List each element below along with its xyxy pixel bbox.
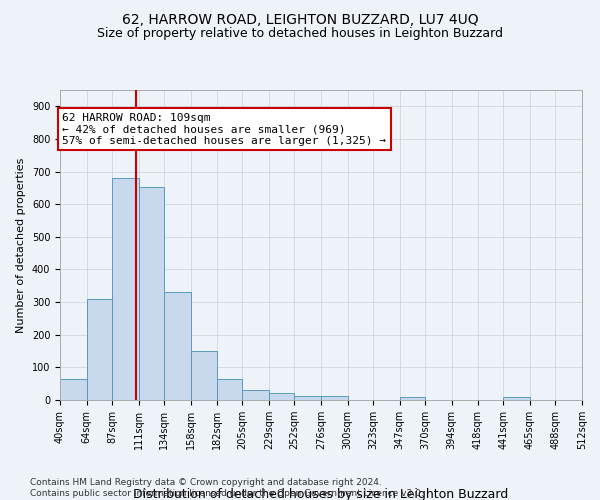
Bar — [191, 351, 217, 400]
Bar — [503, 398, 530, 400]
Bar — [242, 390, 269, 400]
Bar — [60, 380, 86, 400]
Bar — [139, 187, 164, 400]
Y-axis label: Number of detached properties: Number of detached properties — [16, 158, 26, 332]
Text: Contains HM Land Registry data © Crown copyright and database right 2024.
Contai: Contains HM Land Registry data © Crown c… — [30, 478, 424, 498]
Bar — [164, 292, 191, 400]
Bar — [295, 396, 321, 400]
Text: 62 HARROW ROAD: 109sqm
← 42% of detached houses are smaller (969)
57% of semi-de: 62 HARROW ROAD: 109sqm ← 42% of detached… — [62, 113, 386, 146]
Bar — [321, 396, 347, 400]
Bar — [112, 178, 139, 400]
X-axis label: Distribution of detached houses by size in Leighton Buzzard: Distribution of detached houses by size … — [133, 488, 509, 500]
Text: 62, HARROW ROAD, LEIGHTON BUZZARD, LU7 4UQ: 62, HARROW ROAD, LEIGHTON BUZZARD, LU7 4… — [122, 12, 478, 26]
Bar — [217, 379, 242, 400]
Bar — [269, 394, 295, 400]
Text: Size of property relative to detached houses in Leighton Buzzard: Size of property relative to detached ho… — [97, 28, 503, 40]
Bar — [400, 397, 425, 400]
Bar — [86, 299, 112, 400]
